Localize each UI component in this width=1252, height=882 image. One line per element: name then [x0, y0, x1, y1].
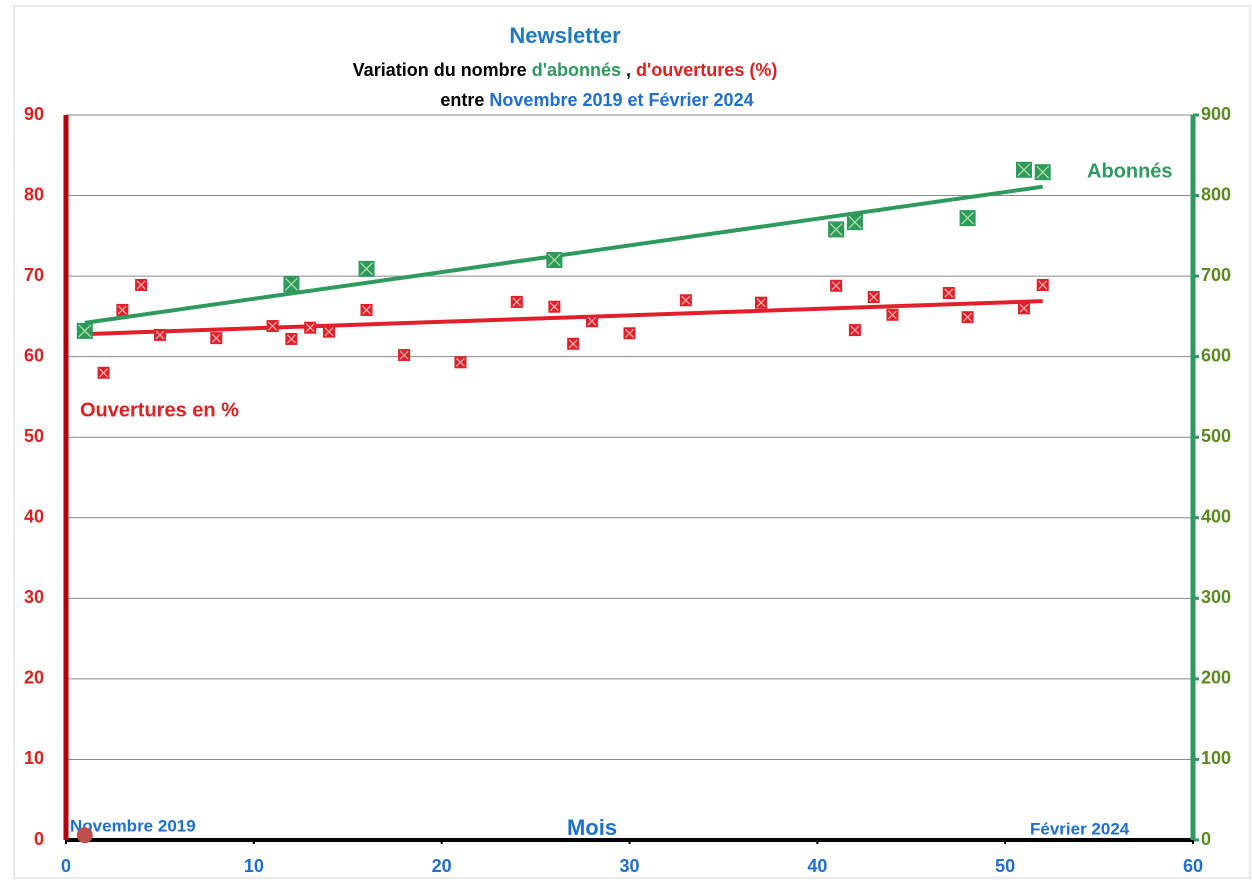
y2-tick-label: 600: [1201, 345, 1231, 365]
point-cross: [568, 339, 578, 349]
y-tick-label: 80: [24, 184, 44, 204]
point-cross: [360, 262, 373, 276]
point: [76, 827, 93, 844]
point-cross: [831, 281, 841, 291]
annotation: Ouvertures en %: [80, 399, 239, 421]
y-tick-label: 70: [24, 265, 44, 285]
point-cross: [869, 292, 879, 302]
subtitle-part: Variation du nombre: [353, 60, 532, 80]
x-tick-label: 20: [432, 856, 452, 876]
point-cross: [99, 368, 108, 378]
point-cross: [1017, 163, 1031, 177]
point-cross: [362, 305, 371, 315]
y2-tick-label: 800: [1201, 184, 1231, 204]
point-cross: [961, 211, 975, 225]
subtitle-part: Novembre 2019 et Février 2024: [489, 90, 753, 110]
point-cross: [324, 327, 334, 337]
trend-line: [84, 184, 1044, 325]
y2-tick-label: 400: [1201, 507, 1231, 527]
x-axis-label: Mois: [567, 815, 617, 840]
y-tick-label: 0: [34, 829, 44, 849]
y2-tick-label: 200: [1201, 668, 1231, 688]
point-cross: [587, 316, 597, 326]
subtitle-part: d'ouvertures (%): [636, 60, 777, 80]
point-cross: [888, 310, 897, 320]
point-cross: [512, 297, 522, 307]
x-tick-label: 40: [807, 856, 827, 876]
y2-tick-label: 900: [1201, 104, 1231, 124]
point-cross: [756, 298, 766, 308]
point-cross: [1038, 280, 1048, 290]
point-cross: [286, 334, 296, 344]
point-cross: [1036, 165, 1050, 179]
point-cross: [963, 312, 973, 322]
y-tick-label: 60: [24, 345, 44, 365]
point-cross: [848, 215, 862, 229]
y2-tick-label: 700: [1201, 265, 1231, 285]
point-cross: [625, 328, 634, 338]
subtitle-part: d'abonnés: [532, 60, 621, 80]
y-tick-label: 30: [24, 587, 44, 607]
point-cross: [549, 302, 559, 312]
y-tick-label: 90: [24, 104, 44, 124]
y2-tick-label: 100: [1201, 748, 1231, 768]
trend-line: [84, 299, 1043, 337]
subtitle-part: ,: [621, 60, 636, 80]
point-cross: [268, 321, 278, 331]
chart-title: Newsletter: [509, 23, 621, 48]
chart-subtitle: Variation du nombre d'abonnés , d'ouvert…: [353, 60, 778, 80]
y-tick-label: 10: [24, 748, 44, 768]
annotation: Novembre 2019: [70, 816, 196, 835]
point-cross: [1019, 303, 1029, 313]
point-cross: [829, 222, 843, 236]
y-tick-label: 40: [24, 507, 44, 527]
point-cross: [850, 325, 860, 335]
point-cross: [136, 280, 146, 290]
chart-frame: [13, 5, 1251, 879]
x-tick-label: 50: [995, 856, 1015, 876]
point-cross: [78, 324, 92, 338]
y2-tick-label: 500: [1201, 426, 1231, 446]
point-cross: [456, 357, 465, 367]
x-tick-label: 60: [1183, 856, 1203, 876]
y-tick-label: 50: [24, 426, 44, 446]
point-cross: [399, 350, 409, 360]
point-cross: [211, 333, 221, 343]
annotation: Février 2024: [1030, 819, 1130, 838]
annotation: Abonnés: [1087, 160, 1173, 182]
point-cross: [681, 295, 691, 305]
point-cross: [547, 253, 561, 267]
chart-subtitle: entre Novembre 2019 et Février 2024: [440, 90, 753, 110]
x-tick-label: 10: [244, 856, 264, 876]
x-tick-label: 30: [619, 856, 639, 876]
point-cross: [944, 288, 954, 298]
point-cross: [155, 330, 165, 340]
subtitle-part: entre: [440, 90, 489, 110]
y-tick-label: 20: [24, 668, 44, 688]
point-cross: [305, 323, 315, 333]
x-tick-label: 0: [61, 856, 71, 876]
point-cross: [284, 277, 298, 291]
y2-tick-label: 0: [1201, 829, 1211, 849]
point-cross: [117, 305, 127, 315]
y2-tick-label: 300: [1201, 587, 1231, 607]
